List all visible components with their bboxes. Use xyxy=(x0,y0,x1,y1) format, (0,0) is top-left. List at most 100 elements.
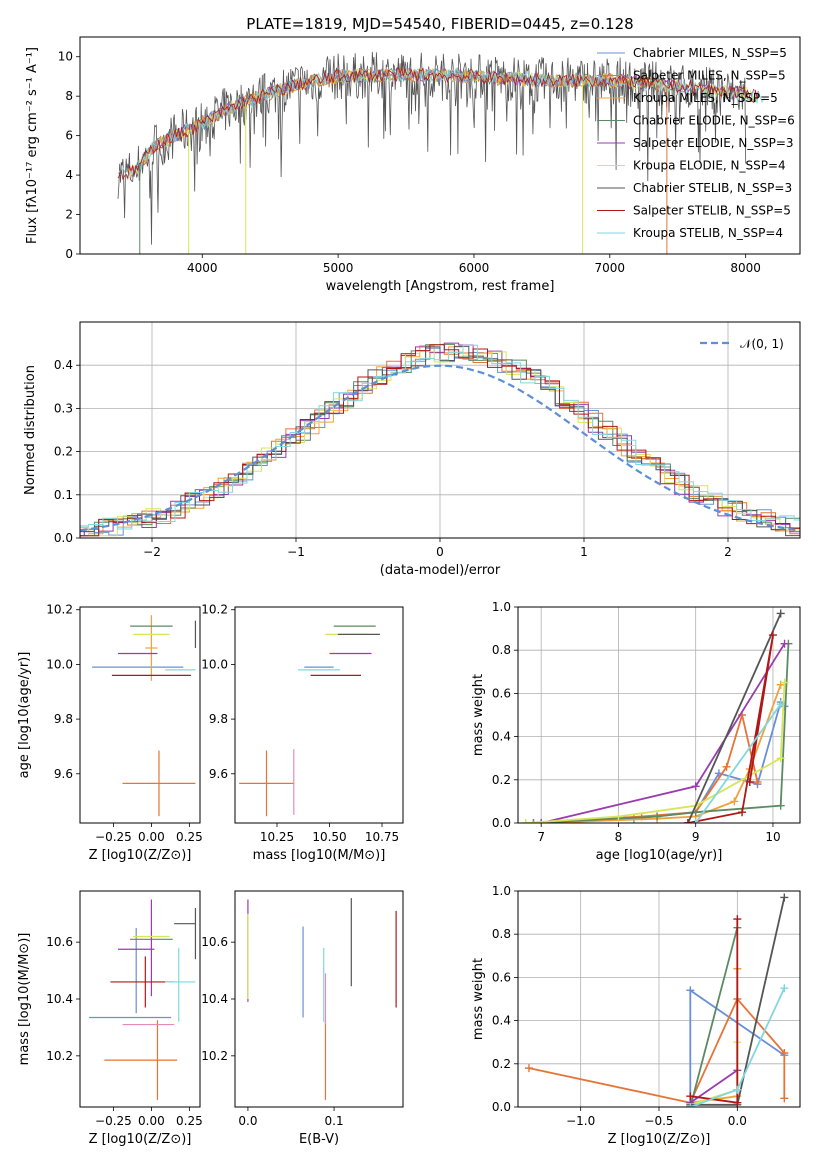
spectrum-line xyxy=(117,51,747,245)
weight-marker xyxy=(686,986,695,995)
weight-line xyxy=(540,643,786,823)
y-tick-label: 0.6 xyxy=(492,686,511,700)
axes-frame xyxy=(234,606,404,824)
x-tick-label: 10.50 xyxy=(312,830,346,844)
x-tick-label: 0.00 xyxy=(138,830,165,844)
x-tick-label: 2 xyxy=(724,545,732,559)
weight-line xyxy=(687,613,782,823)
x-axis-label: Z [log10(Z/Z⊙)] xyxy=(608,1132,711,1147)
weight-marker xyxy=(768,631,777,640)
y-tick-label: 10.0 xyxy=(46,657,73,671)
panel-7: 0.0 0.1 10.2 10.4 10.6 E(B-V) xyxy=(201,890,404,1147)
x-tick-label: 4000 xyxy=(187,261,218,275)
x-axis-label: mass [log10(M/M⊙)] xyxy=(253,848,386,863)
weight-line xyxy=(541,700,786,823)
x-tick-label: 10.75 xyxy=(365,830,399,844)
weight-marker xyxy=(686,1103,695,1107)
x-tick-label: 8000 xyxy=(730,261,761,275)
weight-marker xyxy=(730,797,739,806)
panel-3: −0.25 0.00 0.25 9.6 9.8 10.0 10.2 Z [log10(Z/Z⊙… xyxy=(17,603,203,863)
histogram-step xyxy=(80,344,800,537)
spectrum-line xyxy=(140,67,616,164)
y-tick-label: 10.2 xyxy=(46,1049,73,1063)
legend-entry: 𝒩(0, 1) xyxy=(740,337,784,351)
legend-entry: Chabrier MILES, N_SSP=5 xyxy=(633,46,787,60)
x-tick-label: −0.25 xyxy=(95,1114,132,1128)
y-tick-label: 1.0 xyxy=(492,884,511,898)
weight-marker xyxy=(733,1085,742,1094)
y-tick-label: 0.4 xyxy=(492,1014,511,1028)
spectrum-line xyxy=(117,66,760,181)
y-tick-label: 8 xyxy=(65,89,73,103)
x-tick-label: −2 xyxy=(143,545,161,559)
x-tick-label: 8 xyxy=(615,830,623,844)
errorbar-series xyxy=(239,625,380,817)
axes-frame xyxy=(79,321,801,539)
histogram-step xyxy=(80,345,800,535)
chart-title: PLATE=1819, MJD=54540, FIBERID=0445, z=0… xyxy=(246,15,633,33)
weight-marker xyxy=(691,819,700,823)
axes-frame xyxy=(234,890,404,1108)
x-axis-label: Z [log10(Z/Z⊙)] xyxy=(89,1132,192,1147)
y-tick-label: 0.1 xyxy=(54,488,73,502)
weight-marker xyxy=(776,700,785,709)
weight-series xyxy=(521,609,793,823)
weight-marker xyxy=(686,1092,695,1101)
panel-4: 10.25 10.50 10.75 9.6 9.8 10.0 10.2 mass [log10… xyxy=(201,603,404,863)
legend-entry: Kroupa STELIB, N_SSP=4 xyxy=(633,226,783,240)
weight-line xyxy=(694,703,782,823)
x-tick-label: 1 xyxy=(580,545,588,559)
y-tick-label: 9.8 xyxy=(209,712,228,726)
panel-5: 7 8 9 10 0.0 0.2 0.4 0.6 0.8 1.0 age [log10(age/yr… xyxy=(471,600,801,863)
y-tick-label: 2 xyxy=(65,208,73,222)
weight-marker xyxy=(653,812,662,821)
legend-entry: Kroupa MILES, N_SSP=5 xyxy=(633,91,778,105)
x-tick-label: −0.25 xyxy=(95,830,132,844)
y-tick-label: 0.4 xyxy=(492,730,511,744)
x-axis-label: (data-model)/error xyxy=(380,563,501,578)
y-tick-label: 9.6 xyxy=(209,767,228,781)
weight-line xyxy=(689,927,739,1107)
y-tick-label: 10.4 xyxy=(201,992,228,1006)
x-axis-label: age [log10(age/yr)] xyxy=(596,848,723,863)
axes-frame xyxy=(79,36,801,255)
y-tick-label: 0.8 xyxy=(492,927,511,941)
axes-frame xyxy=(517,890,801,1108)
x-tick-label: 0 xyxy=(436,545,444,559)
weight-marker xyxy=(780,639,789,648)
y-tick-label: 0.3 xyxy=(54,401,73,415)
spectrum-line xyxy=(140,66,623,165)
axes-frame xyxy=(517,606,801,824)
x-tick-label: 0.0 xyxy=(238,1114,257,1128)
weight-line xyxy=(533,711,759,823)
weight-line xyxy=(528,997,786,1104)
legend-entry: Salpeter STELIB, N_SSP=5 xyxy=(633,204,791,218)
y-tick-label: 0 xyxy=(65,247,73,261)
weight-marker xyxy=(614,812,623,821)
errorbar-series xyxy=(92,615,197,817)
spectrum-line xyxy=(140,68,667,166)
x-tick-label: 0.25 xyxy=(176,1114,203,1128)
y-tick-label: 0.0 xyxy=(492,1100,511,1114)
weight-series xyxy=(524,893,789,1107)
x-tick-label: 0.00 xyxy=(138,1114,165,1128)
y-axis-label: Normed distribution xyxy=(23,365,38,495)
panel-6: −0.25 0.00 0.25 10.2 10.4 10.6 Z [log10(Z/Z⊙)]… xyxy=(17,890,203,1147)
weight-marker xyxy=(780,1049,789,1057)
y-tick-label: 10.6 xyxy=(201,935,228,949)
x-tick-label: 7 xyxy=(537,830,545,844)
weight-marker xyxy=(722,762,731,771)
x-tick-label: 5000 xyxy=(323,261,354,275)
x-axis-label: E(B-V) xyxy=(299,1132,339,1147)
weight-marker xyxy=(733,1098,742,1107)
weight-marker xyxy=(521,819,530,823)
gaussian-curve xyxy=(80,364,800,532)
y-tick-label: 10.2 xyxy=(46,603,73,617)
y-tick-label: 9.8 xyxy=(54,712,73,726)
y-axis-label: mass weight xyxy=(471,958,486,1040)
y-tick-label: 10 xyxy=(58,50,73,64)
y-tick-label: 10.0 xyxy=(201,657,228,671)
y-tick-label: 0.4 xyxy=(54,358,73,372)
weight-marker xyxy=(683,819,692,823)
